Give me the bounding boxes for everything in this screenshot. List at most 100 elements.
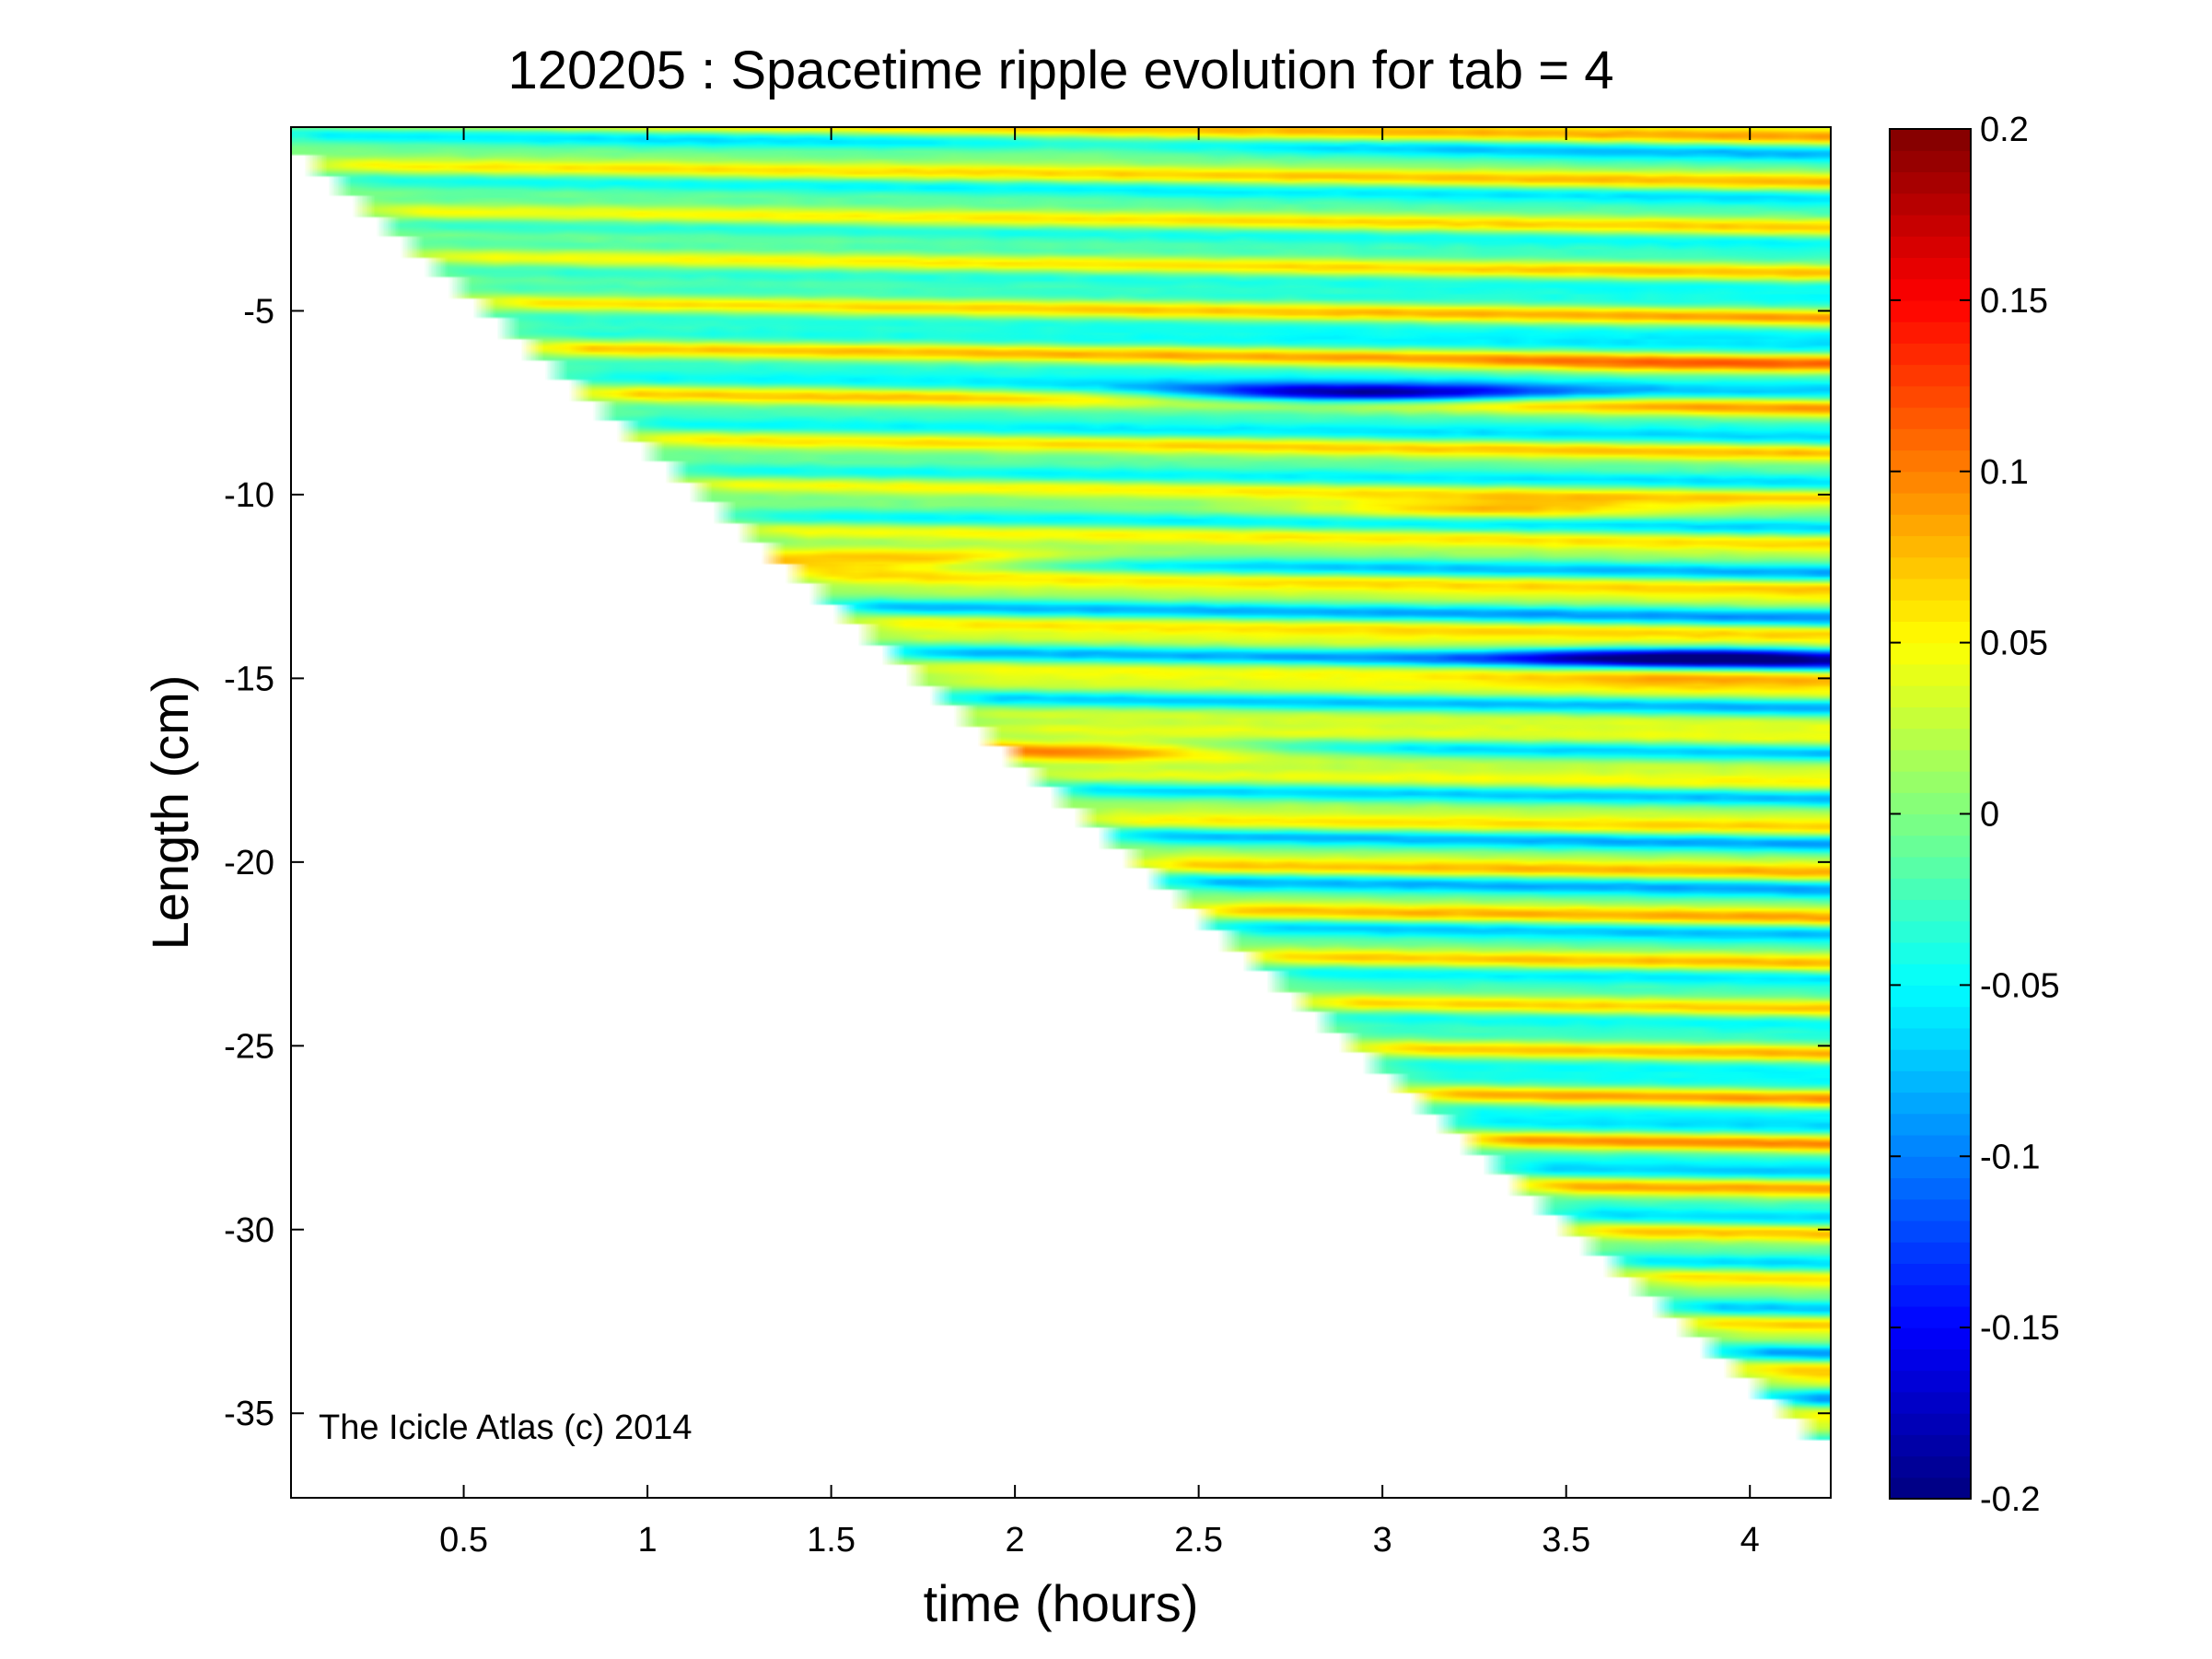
y-tick-label: -5 — [243, 292, 274, 331]
colorbar-band — [1890, 1049, 1971, 1071]
colorbar-band — [1890, 835, 1971, 858]
x-tick-label: 1 — [638, 1521, 658, 1560]
x-tick-label: 4 — [1740, 1521, 1760, 1560]
colorbar-band — [1890, 1391, 1971, 1414]
x-tick-label: 3 — [1373, 1521, 1392, 1560]
colorbar-band — [1890, 343, 1971, 366]
colorbar-band — [1890, 150, 1971, 173]
colorbar-band — [1890, 129, 1971, 151]
colorbar-tick-label: -0.05 — [1980, 966, 2060, 1005]
x-tick-label: 1.5 — [807, 1521, 856, 1560]
colorbar-band — [1890, 964, 1971, 986]
colorbar-band — [1890, 1177, 1971, 1200]
x-tick-label: 3.5 — [1542, 1521, 1590, 1560]
colorbar-band — [1890, 941, 1971, 964]
colorbar-band — [1890, 685, 1971, 707]
colorbar-band — [1890, 385, 1971, 408]
colorbar-band — [1890, 813, 1971, 836]
colorbar-tick-label: 0.2 — [1980, 111, 2029, 149]
colorbar-band — [1890, 642, 1971, 665]
chart-title: 120205 : Spacetime ripple evolution for … — [507, 41, 1613, 100]
x-axis-title: time (hours) — [924, 1574, 1199, 1632]
y-axis-ticks: -5 -10 -15 -20 -25 -30 -35 — [224, 292, 1831, 1433]
colorbar-band — [1890, 899, 1971, 922]
colorbar-band — [1890, 278, 1971, 301]
colorbar-band — [1890, 985, 1971, 1008]
colorbar-band — [1890, 299, 1971, 322]
colorbar-band — [1890, 1135, 1971, 1157]
colorbar-band — [1890, 450, 1971, 473]
colorbar-band — [1890, 1284, 1971, 1307]
colorbar-band — [1890, 1370, 1971, 1393]
y-tick-label: -35 — [224, 1395, 274, 1433]
colorbar-band — [1890, 792, 1971, 815]
y-tick-label: -30 — [224, 1211, 274, 1250]
colorbar: 0.2 0.15 0.1 0.05 0 -0.05 -0.1 -0.15 -0.2 — [1889, 111, 2060, 1519]
colorbar-band — [1890, 428, 1971, 451]
y-tick-label: -20 — [224, 844, 274, 882]
colorbar-band — [1890, 1434, 1971, 1457]
y-tick-label: -10 — [224, 476, 274, 515]
heatmap-plot — [291, 127, 1831, 1498]
colorbar-band — [1890, 407, 1971, 429]
colorbar-band — [1890, 321, 1971, 344]
colorbar-band — [1890, 1027, 1971, 1050]
colorbar-tick-label: -0.1 — [1980, 1138, 2040, 1176]
colorbar-tick-label: -0.15 — [1980, 1309, 2060, 1348]
colorbar-band — [1890, 1327, 1971, 1349]
y-axis-title: Length (cm) — [141, 675, 199, 951]
colorbar-band — [1890, 1455, 1971, 1478]
colorbar-band — [1890, 1070, 1971, 1093]
colorbar-band — [1890, 1413, 1971, 1435]
colorbar-bands — [1890, 129, 1971, 1500]
copyright-annotation: The Icicle Atlas (c) 2014 — [319, 1408, 693, 1447]
colorbar-band — [1890, 621, 1971, 644]
colorbar-band — [1890, 364, 1971, 387]
colorbar-band — [1890, 1113, 1971, 1136]
colorbar-band — [1890, 514, 1971, 537]
y-tick-label: -25 — [224, 1027, 274, 1066]
colorbar-band — [1890, 920, 1971, 943]
colorbar-band — [1890, 1156, 1971, 1179]
colorbar-tick-label: 0.05 — [1980, 625, 2048, 663]
colorbar-band — [1890, 193, 1971, 216]
colorbar-band — [1890, 236, 1971, 259]
colorbar-band — [1890, 1198, 1971, 1221]
colorbar-band — [1890, 1242, 1971, 1265]
x-tick-label: 2 — [1006, 1521, 1025, 1560]
colorbar-band — [1890, 171, 1971, 194]
colorbar-band — [1890, 492, 1971, 515]
colorbar-band — [1890, 1305, 1971, 1328]
colorbar-band — [1890, 1006, 1971, 1029]
colorbar-band — [1890, 1092, 1971, 1115]
colorbar-band — [1890, 1263, 1971, 1286]
colorbar-band — [1890, 556, 1971, 579]
plot-frame — [290, 126, 1832, 1499]
colorbar-band — [1890, 214, 1971, 237]
colorbar-band — [1890, 600, 1971, 622]
heatmap-image — [291, 127, 1831, 1498]
colorbar-band — [1890, 1220, 1971, 1243]
colorbar-band — [1890, 856, 1971, 879]
colorbar-band — [1890, 578, 1971, 601]
colorbar-ticks: 0.2 0.15 0.1 0.05 0 -0.05 -0.1 -0.15 -0.2 — [1890, 111, 2060, 1519]
colorbar-band — [1890, 471, 1971, 494]
colorbar-band — [1890, 1349, 1971, 1372]
x-tick-label: 0.5 — [439, 1521, 488, 1560]
colorbar-tick-label: 0.15 — [1980, 282, 2048, 321]
y-tick-label: -15 — [224, 660, 274, 698]
colorbar-band — [1890, 257, 1971, 280]
colorbar-band — [1890, 878, 1971, 901]
colorbar-band — [1890, 535, 1971, 558]
colorbar-tick-label: 0.1 — [1980, 453, 2029, 492]
colorbar-band — [1890, 707, 1971, 730]
colorbar-band — [1890, 749, 1971, 772]
colorbar-tick-label: 0 — [1980, 796, 1999, 835]
x-tick-label: 2.5 — [1174, 1521, 1223, 1560]
colorbar-band — [1890, 663, 1971, 686]
colorbar-band — [1890, 771, 1971, 793]
colorbar-band — [1890, 728, 1971, 751]
colorbar-tick-label: -0.2 — [1980, 1480, 2040, 1519]
x-axis-ticks: 0.5 1 1.5 2 2.5 3 3.5 4 — [439, 127, 1760, 1560]
